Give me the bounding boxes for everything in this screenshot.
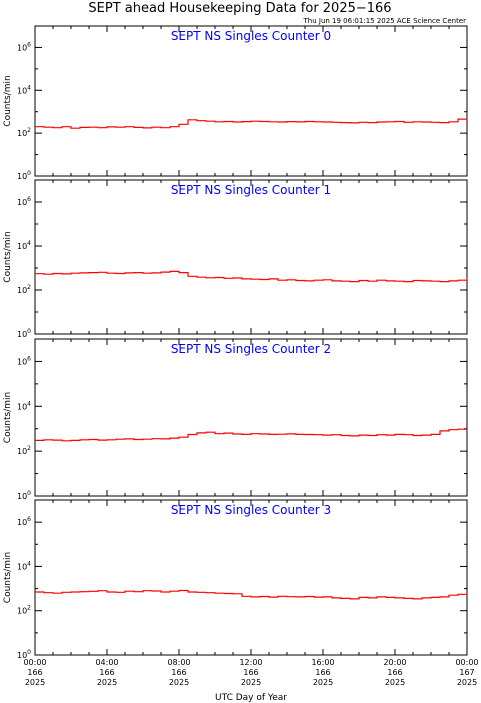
- y-tick-base: 10: [17, 651, 27, 660]
- y-axis-label: Counts/min: [3, 552, 13, 603]
- panel-frame: [34, 338, 468, 497]
- y-tick-exponent: 4: [27, 84, 31, 91]
- y-tick-exponent: 0: [27, 170, 31, 177]
- y-tick-base: 10: [17, 242, 27, 251]
- x-tick-label-year: 2025: [313, 678, 333, 687]
- y-tick-base: 10: [17, 198, 27, 207]
- y-tick-label: 102: [17, 127, 31, 138]
- x-tick-label-time: 20:00: [383, 658, 406, 667]
- x-tick-label-day: 166: [27, 668, 42, 677]
- series-line: [35, 589, 468, 600]
- y-tick-base: 10: [17, 43, 27, 52]
- x-tick-label-year: 2025: [169, 678, 189, 687]
- y-tick-exponent: 0: [27, 490, 31, 497]
- x-axis-label: UTC Day of Year: [215, 693, 287, 703]
- y-tick-exponent: 6: [27, 516, 31, 523]
- y-tick-base: 10: [17, 86, 27, 95]
- x-tick-label-year: 2025: [241, 678, 261, 687]
- y-tick-base: 10: [17, 286, 27, 295]
- y-axis-label: Counts/min: [3, 75, 13, 126]
- y-tick-base: 10: [17, 447, 27, 456]
- y-tick-label: 106: [17, 196, 31, 207]
- panel-title: SEPT NS Singles Counter 0: [171, 29, 331, 43]
- y-tick-label: 104: [17, 240, 31, 251]
- panel-frame: [34, 179, 468, 335]
- x-tick-label-day: 166: [171, 668, 186, 677]
- panel-frame: [34, 25, 468, 177]
- y-tick-label: 104: [17, 560, 31, 571]
- y-tick-label: 100: [17, 328, 31, 339]
- x-tick-label-day: 166: [243, 668, 258, 677]
- y-tick-exponent: 6: [27, 41, 31, 48]
- y-axis-label: Counts/min: [3, 392, 13, 443]
- y-tick-label: 104: [17, 84, 31, 95]
- series-line: [35, 428, 468, 442]
- y-tick-exponent: 4: [27, 400, 31, 407]
- series-line: [35, 270, 468, 283]
- y-tick-exponent: 4: [27, 240, 31, 247]
- y-tick-base: 10: [17, 402, 27, 411]
- x-tick-label-time: 00:00: [23, 658, 46, 667]
- y-tick-base: 10: [17, 492, 27, 501]
- y-tick-label: 100: [17, 170, 31, 181]
- x-tick-label-time: 16:00: [311, 658, 334, 667]
- y-tick-exponent: 6: [27, 355, 31, 362]
- y-axis-label: Counts/min: [3, 231, 13, 282]
- y-tick-label: 102: [17, 445, 31, 456]
- y-tick-exponent: 0: [27, 649, 31, 656]
- y-tick-base: 10: [17, 518, 27, 527]
- y-tick-exponent: 2: [27, 605, 31, 612]
- x-tick-label-day: 166: [387, 668, 402, 677]
- x-tick-label-year: 2025: [385, 678, 405, 687]
- panel-frame: [34, 499, 468, 656]
- y-tick-exponent: 2: [27, 127, 31, 134]
- y-tick-label: 104: [17, 400, 31, 411]
- y-tick-exponent: 6: [27, 196, 31, 203]
- x-tick-label-day: 166: [99, 668, 114, 677]
- y-tick-exponent: 0: [27, 328, 31, 335]
- x-tick-label-day: 166: [315, 668, 330, 677]
- y-tick-label: 100: [17, 490, 31, 501]
- panel-title: SEPT NS Singles Counter 2: [171, 342, 331, 356]
- y-tick-label: 102: [17, 605, 31, 616]
- chart-title: SEPT ahead Housekeeping Data for 2025−16…: [88, 1, 391, 16]
- x-tick-label-year: 2025: [97, 678, 117, 687]
- x-tick-label-time: 12:00: [239, 658, 262, 667]
- y-tick-label: 100: [17, 649, 31, 660]
- y-tick-base: 10: [17, 607, 27, 616]
- x-tick-label-time: 04:00: [95, 658, 118, 667]
- y-tick-exponent: 2: [27, 284, 31, 291]
- y-tick-label: 102: [17, 284, 31, 295]
- x-tick-label-day: 167: [459, 668, 474, 677]
- x-tick-label-year: 2025: [457, 678, 477, 687]
- y-tick-base: 10: [17, 330, 27, 339]
- series-line: [35, 118, 468, 129]
- y-tick-base: 10: [17, 172, 27, 181]
- panel-title: SEPT NS Singles Counter 3: [171, 503, 331, 517]
- x-tick-label-time: 08:00: [167, 658, 190, 667]
- y-tick-label: 106: [17, 41, 31, 52]
- y-tick-label: 106: [17, 516, 31, 527]
- timestamp-label: Thu Jun 19 06:01:15 2025 ACE Science Cen…: [303, 17, 467, 25]
- y-tick-base: 10: [17, 129, 27, 138]
- x-tick-label-year: 2025: [25, 678, 45, 687]
- y-tick-label: 106: [17, 355, 31, 366]
- x-tick-label-time: 00:00: [455, 658, 478, 667]
- y-tick-base: 10: [17, 357, 27, 366]
- y-tick-exponent: 4: [27, 560, 31, 567]
- y-tick-base: 10: [17, 562, 27, 571]
- panel-title: SEPT NS Singles Counter 1: [171, 183, 331, 197]
- y-tick-exponent: 2: [27, 445, 31, 452]
